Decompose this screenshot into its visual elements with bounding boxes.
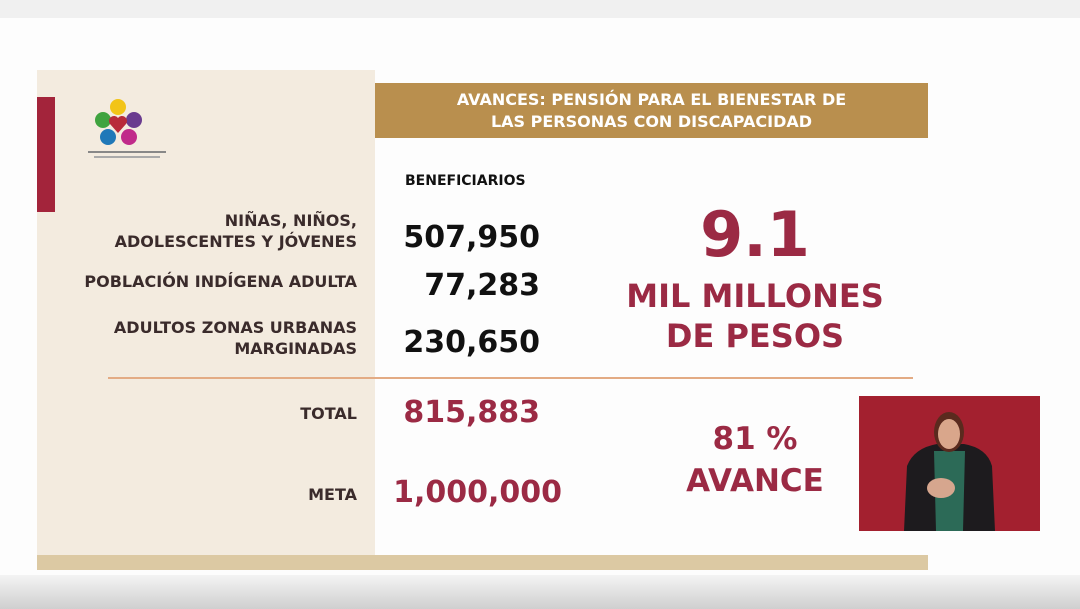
divider xyxy=(108,377,913,379)
bottom-strip xyxy=(37,555,928,570)
title-line-2: LAS PERSONAS CON DISCAPACIDAD xyxy=(490,111,813,131)
program-logo xyxy=(88,99,166,158)
title-banner: AVANCES: PENSIÓN PARA EL BIENESTAR DE LAS… xyxy=(375,83,928,138)
label-line: ADULTOS ZONAS URBANAS xyxy=(113,318,357,337)
unit-line: DE PESOS xyxy=(665,317,845,355)
accent-bar xyxy=(37,97,55,212)
column-header: BENEFICIARIOS xyxy=(405,173,526,189)
interpreter-figure xyxy=(904,412,995,531)
total-label: TOTAL xyxy=(300,404,357,423)
meta-label: META xyxy=(308,485,357,504)
top-bar xyxy=(0,0,1080,18)
row-label-urbanas: ADULTOS ZONAS URBANAS MARGINADAS xyxy=(114,317,357,359)
row-value-ninos: 507,950 xyxy=(403,220,540,255)
left-panel xyxy=(37,70,375,555)
label-line: NIÑAS, NIÑOS, xyxy=(224,211,357,230)
progress-percent: 81 % xyxy=(712,421,798,457)
title-line-1: AVANCES: PENSIÓN PARA EL BIENESTAR DE xyxy=(456,89,847,109)
label-line: ADOLESCENTES Y JÓVENES xyxy=(114,232,357,251)
unit-line: MIL MILLONES xyxy=(626,277,884,315)
amount-unit: MIL MILLONES DE PESOS xyxy=(600,276,910,356)
amount-value: 9.1 xyxy=(700,198,810,271)
label-line: MARGINADAS xyxy=(234,339,357,358)
total-value: 815,883 xyxy=(403,395,540,430)
row-label-indigena: POBLACIÓN INDÍGENA ADULTA xyxy=(84,271,357,292)
row-value-indigena: 77,283 xyxy=(424,268,540,303)
row-label-ninos: NIÑAS, NIÑOS, ADOLESCENTES Y JÓVENES xyxy=(115,210,357,252)
row-value-urbanas: 230,650 xyxy=(403,325,540,360)
sign-language-interpreter-video xyxy=(859,396,1040,531)
meta-value: 1,000,000 xyxy=(393,475,562,510)
progress-label: AVANCE xyxy=(686,463,824,499)
bottom-bar xyxy=(0,575,1080,609)
progress-block: 81 % AVANCE xyxy=(610,418,900,502)
label-line: POBLACIÓN INDÍGENA ADULTA xyxy=(84,272,357,291)
